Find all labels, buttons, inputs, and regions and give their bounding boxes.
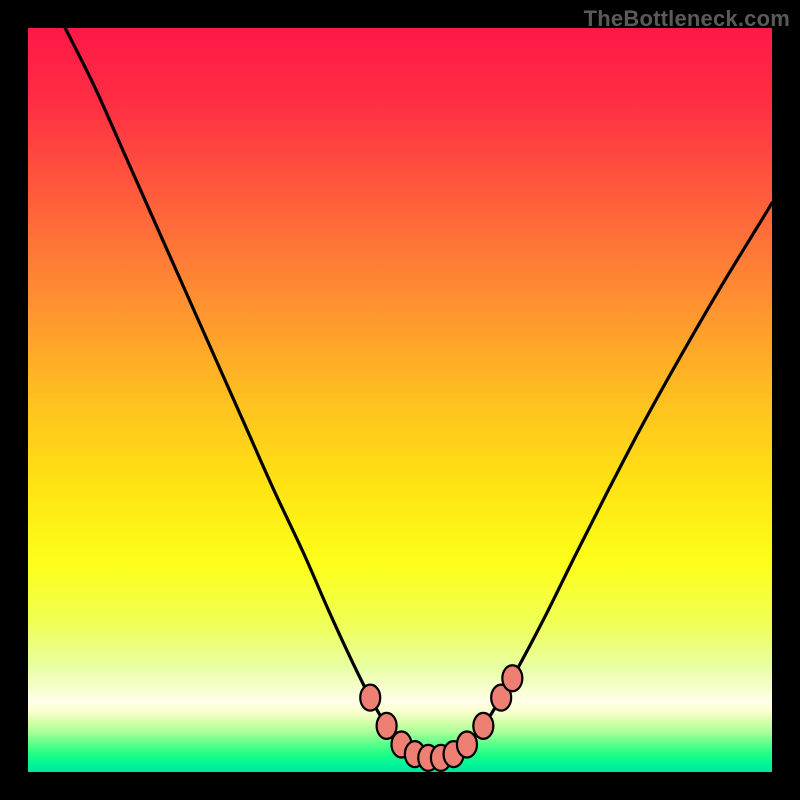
watermark-text: TheBottleneck.com: [584, 6, 790, 32]
bottleneck-curve-chart: [0, 0, 800, 800]
chart-frame: TheBottleneck.com: [0, 0, 800, 800]
curve-marker: [457, 731, 477, 757]
chart-background: [28, 28, 772, 772]
curve-marker: [473, 713, 493, 739]
curve-marker: [502, 665, 522, 691]
curve-marker: [360, 685, 380, 711]
